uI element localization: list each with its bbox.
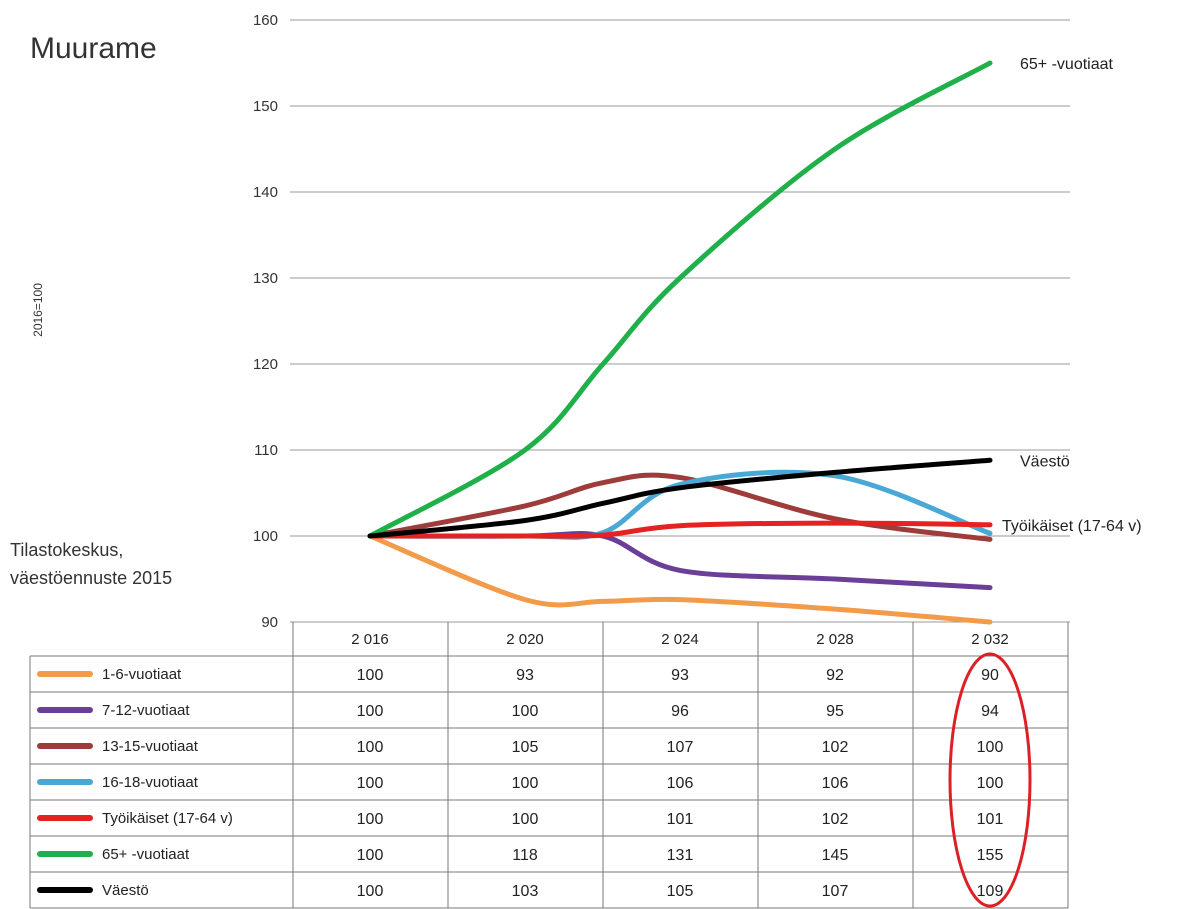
table-cell: 100 — [357, 703, 384, 720]
series-end-label: Väestö — [1020, 453, 1070, 470]
table-cell: 100 — [357, 811, 384, 828]
table-cell: 100 — [512, 775, 539, 792]
y-axis-label: 2016=100 — [31, 283, 45, 337]
table-cell: 94 — [981, 703, 999, 720]
table-cell: 103 — [512, 883, 539, 900]
table-cell: 109 — [977, 883, 1004, 900]
series-end-label: 65+ -vuotiaat — [1020, 56, 1114, 73]
table-cell: 107 — [667, 739, 694, 756]
legend-label: 1-6-vuotiaat — [102, 666, 182, 683]
series-lines — [367, 60, 993, 625]
y-tick-label: 120 — [253, 356, 278, 373]
table-cell: 118 — [512, 847, 538, 864]
legend-label: 13-15-vuotiaat — [102, 738, 199, 755]
table-cell: 100 — [512, 811, 539, 828]
y-tick-label: 100 — [253, 528, 278, 545]
table-cell: 107 — [822, 883, 849, 900]
series-end-label: Työikäiset (17-64 v) — [1002, 518, 1142, 535]
table-cell: 100 — [357, 739, 384, 756]
legend-label: 7-12-vuotiaat — [102, 702, 190, 719]
table-cell: 100 — [512, 703, 539, 720]
table-cell: 106 — [667, 775, 694, 792]
data-table: 2 016 2 020 2 024 2 028 2 032 1-6-vuotiaat 100… — [29, 622, 1069, 909]
table-cell: 101 — [977, 811, 1004, 828]
x-tick-label: 2 016 — [351, 631, 389, 648]
y-tick-label: 160 — [253, 12, 278, 29]
series-line — [367, 60, 993, 539]
table-cell: 92 — [826, 667, 844, 684]
highlight-ellipse-shape — [948, 652, 1032, 908]
table-cell: 90 — [981, 667, 999, 684]
table-cell: 100 — [357, 775, 384, 792]
table-cell: 131 — [667, 847, 694, 864]
x-tick-label: 2 032 — [971, 631, 1009, 648]
table-cell: 100 — [357, 847, 384, 864]
x-tick-label: 2 028 — [816, 631, 854, 648]
table-cell: 101 — [667, 811, 694, 828]
legend-label: Työikäiset (17-64 v) — [102, 810, 233, 827]
series-line — [367, 457, 993, 539]
table-cell: 145 — [822, 847, 849, 864]
chart-title: Muurame — [30, 32, 157, 65]
table-cell: 100 — [977, 739, 1004, 756]
x-tick-label: 2 020 — [506, 631, 544, 648]
table-cell: 102 — [822, 811, 849, 828]
series-line — [367, 530, 993, 591]
table-cell: 155 — [977, 847, 1004, 864]
table-cell: 100 — [357, 883, 384, 900]
legend-label: Väestö — [102, 882, 149, 899]
y-tick-label: 150 — [253, 98, 278, 115]
y-tick-label: 90 — [261, 614, 278, 631]
end-labels: Työikäiset (17-64 v) 65+ -vuotiaat Väestö — [1002, 56, 1142, 535]
table-cell: 93 — [516, 667, 534, 684]
table-cell: 106 — [822, 775, 849, 792]
table-cell: 93 — [671, 667, 689, 684]
legend-label: 65+ -vuotiaat — [102, 846, 190, 863]
y-tick-label: 140 — [253, 184, 278, 201]
table-cell: 100 — [977, 775, 1004, 792]
source-note-line2: väestöennuste 2015 — [10, 568, 172, 588]
y-tick-label: 130 — [253, 270, 278, 287]
table-cell: 100 — [357, 667, 384, 684]
highlight-ellipse — [948, 652, 1032, 908]
table-cell: 105 — [512, 739, 539, 756]
table-cell: 102 — [822, 739, 849, 756]
table-cell: 96 — [671, 703, 689, 720]
legend-label: 16-18-vuotiaat — [102, 774, 199, 791]
table-cell: 95 — [826, 703, 844, 720]
y-tick-labels: 90 100 110 120 130 140 150 160 — [253, 12, 278, 631]
series-line — [367, 520, 993, 539]
table-cell: 105 — [667, 883, 694, 900]
source-note-line1: Tilastokeskus, — [10, 540, 123, 560]
y-tick-label: 110 — [254, 442, 278, 459]
series-line — [367, 533, 993, 625]
x-tick-label: 2 024 — [661, 631, 699, 648]
